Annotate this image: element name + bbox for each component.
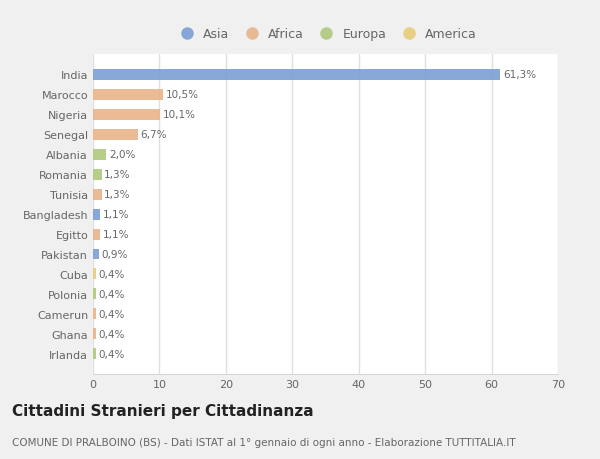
Bar: [93, 169, 101, 180]
Text: 0,9%: 0,9%: [101, 249, 128, 259]
Bar: [93, 90, 163, 101]
Bar: [93, 70, 500, 80]
Text: 0,4%: 0,4%: [98, 309, 125, 319]
Text: Cittadini Stranieri per Cittadinanza: Cittadini Stranieri per Cittadinanza: [12, 403, 314, 419]
Bar: [93, 349, 95, 359]
Text: 0,4%: 0,4%: [98, 269, 125, 280]
Text: 2,0%: 2,0%: [109, 150, 136, 160]
Text: 1,1%: 1,1%: [103, 230, 130, 240]
Text: 1,3%: 1,3%: [104, 170, 131, 180]
Text: COMUNE DI PRALBOINO (BS) - Dati ISTAT al 1° gennaio di ogni anno - Elaborazione : COMUNE DI PRALBOINO (BS) - Dati ISTAT al…: [12, 437, 515, 447]
Text: 61,3%: 61,3%: [503, 70, 536, 80]
Bar: [93, 309, 95, 320]
Text: 0,4%: 0,4%: [98, 349, 125, 359]
Text: 1,1%: 1,1%: [103, 210, 130, 219]
Bar: [93, 209, 100, 220]
Bar: [93, 329, 95, 340]
Text: 0,4%: 0,4%: [98, 329, 125, 339]
Text: 6,7%: 6,7%: [140, 130, 167, 140]
Bar: [93, 129, 137, 140]
Bar: [93, 229, 100, 240]
Bar: [93, 149, 106, 160]
Bar: [93, 249, 99, 260]
Legend: Asia, Africa, Europa, America: Asia, Africa, Europa, America: [169, 23, 482, 46]
Text: 1,3%: 1,3%: [104, 190, 131, 200]
Text: 10,5%: 10,5%: [166, 90, 199, 100]
Bar: [93, 109, 160, 120]
Bar: [93, 289, 95, 300]
Bar: [93, 189, 101, 200]
Text: 0,4%: 0,4%: [98, 289, 125, 299]
Bar: [93, 269, 95, 280]
Text: 10,1%: 10,1%: [163, 110, 196, 120]
